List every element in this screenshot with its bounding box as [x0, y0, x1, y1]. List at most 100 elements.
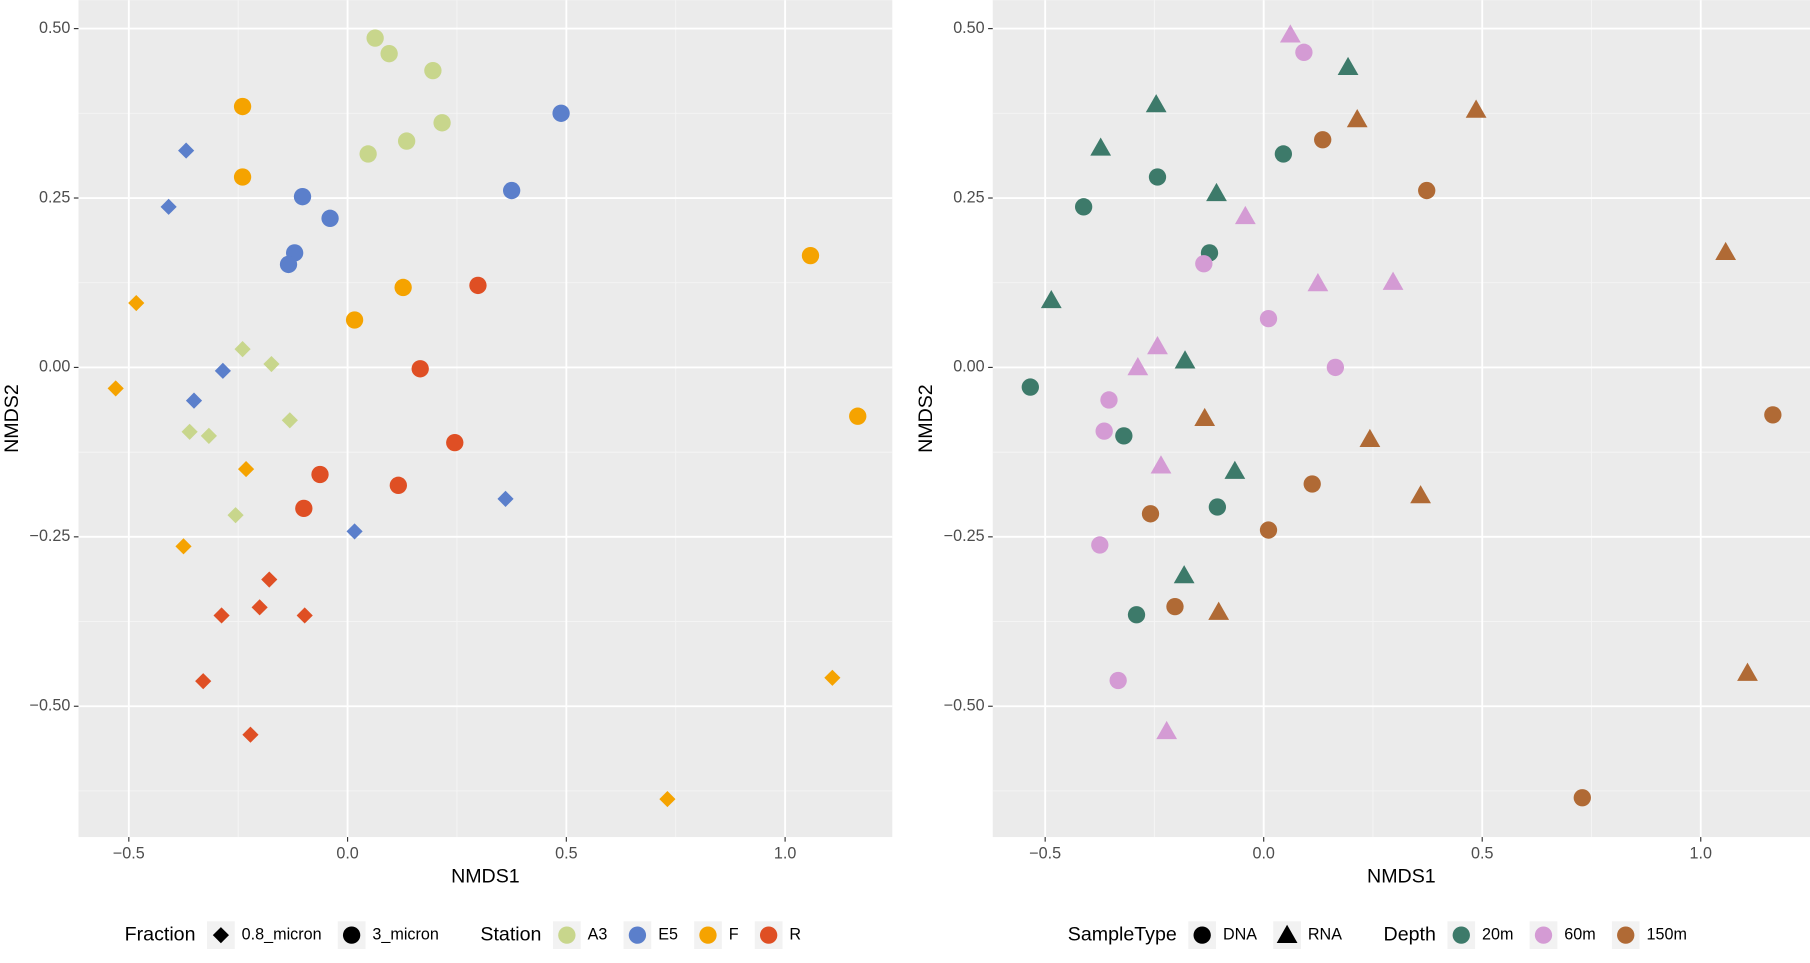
point	[1148, 168, 1167, 186]
point	[849, 407, 867, 425]
x-tick-label: 0.5	[1471, 845, 1493, 863]
legend-symbol	[1617, 926, 1635, 944]
point	[380, 45, 398, 63]
point	[497, 490, 514, 507]
x-axis-title: NMDS1	[1367, 866, 1436, 888]
point	[1337, 56, 1359, 76]
point	[1091, 536, 1109, 554]
point	[1382, 271, 1404, 290]
point	[237, 460, 255, 478]
point	[1095, 422, 1113, 440]
point	[397, 132, 416, 150]
x-tick-label: 0.5	[555, 845, 577, 863]
point	[1166, 597, 1184, 616]
point	[552, 104, 570, 122]
y-tick-label: 0.50	[953, 19, 984, 37]
point	[1208, 498, 1227, 516]
point	[1359, 428, 1381, 448]
legend-label: 3_micron	[372, 925, 438, 943]
point	[1040, 289, 1062, 309]
legend-label: RNA	[1308, 925, 1342, 943]
point	[1303, 475, 1321, 493]
point	[234, 341, 251, 358]
point	[1274, 145, 1293, 163]
point	[1737, 662, 1758, 681]
point	[824, 669, 841, 686]
point	[181, 423, 198, 440]
point	[293, 188, 312, 206]
y-tick-label: −0.25	[30, 527, 71, 545]
y-tick-label: −0.50	[30, 697, 71, 715]
point	[345, 311, 364, 329]
point	[424, 61, 442, 80]
y-tick-label: 0.00	[953, 358, 984, 376]
legend-title: SampleType	[1068, 923, 1177, 945]
legend-label: E5	[658, 925, 678, 943]
point	[502, 181, 521, 200]
plot-panel	[78, 0, 893, 838]
legend-symbol	[1193, 926, 1211, 944]
point	[366, 29, 384, 47]
point	[233, 168, 252, 186]
legend-symbol	[1534, 926, 1553, 944]
x-tick-label: 1.0	[774, 845, 796, 863]
point	[1259, 309, 1278, 328]
point	[1145, 94, 1167, 113]
point	[394, 278, 412, 297]
point	[1326, 358, 1345, 377]
point	[1715, 241, 1737, 261]
point	[1206, 182, 1227, 202]
point	[446, 433, 464, 452]
legend-title: Fraction	[125, 923, 196, 945]
point	[295, 499, 313, 518]
point	[411, 360, 429, 378]
x-tick-label: −0.5	[113, 845, 145, 863]
point	[233, 97, 252, 116]
y-tick-label: 0.00	[39, 358, 70, 376]
point	[1307, 273, 1329, 292]
point	[1195, 255, 1213, 273]
point	[200, 427, 217, 444]
legend-label: DNA	[1223, 925, 1257, 943]
y-tick-label: −0.25	[944, 527, 985, 545]
legend-label: 20m	[1482, 925, 1513, 943]
point	[1410, 485, 1431, 504]
point	[160, 198, 177, 215]
legend-symbol	[699, 926, 717, 944]
point	[1021, 378, 1039, 396]
point	[1115, 427, 1133, 445]
y-axis-title: NMDS2	[1, 384, 23, 453]
legend-label: 60m	[1564, 925, 1595, 943]
y-tick-label: 0.50	[39, 19, 70, 37]
legend-symbol	[759, 926, 778, 944]
point	[1194, 407, 1216, 427]
point	[107, 380, 124, 397]
legend-label: 0.8_micron	[242, 925, 322, 943]
point	[1090, 137, 1112, 156]
point	[1156, 720, 1178, 740]
y-tick-label: −0.50	[944, 697, 985, 715]
point	[1573, 789, 1591, 807]
point	[311, 465, 329, 484]
point	[389, 476, 407, 494]
legend-title: Station	[480, 923, 541, 945]
x-tick-label: 1.0	[1690, 845, 1712, 863]
point	[1074, 198, 1093, 216]
point	[227, 507, 244, 524]
point	[1109, 671, 1127, 690]
x-tick-label: 0.0	[336, 845, 358, 863]
point	[1259, 521, 1278, 539]
point	[1314, 131, 1332, 149]
point	[1234, 205, 1256, 225]
point	[1418, 181, 1436, 200]
legend-symbol	[628, 926, 647, 944]
point	[433, 114, 451, 132]
legend-label: 150m	[1647, 925, 1687, 943]
y-axis-title: NMDS2	[915, 384, 937, 453]
y-tick-label: 0.25	[953, 188, 984, 206]
point	[175, 538, 192, 555]
x-axis-title: NMDS1	[451, 866, 520, 888]
y-tick-label: 0.25	[39, 188, 70, 206]
legend-label: F	[729, 925, 739, 943]
legend-symbol	[212, 927, 229, 944]
